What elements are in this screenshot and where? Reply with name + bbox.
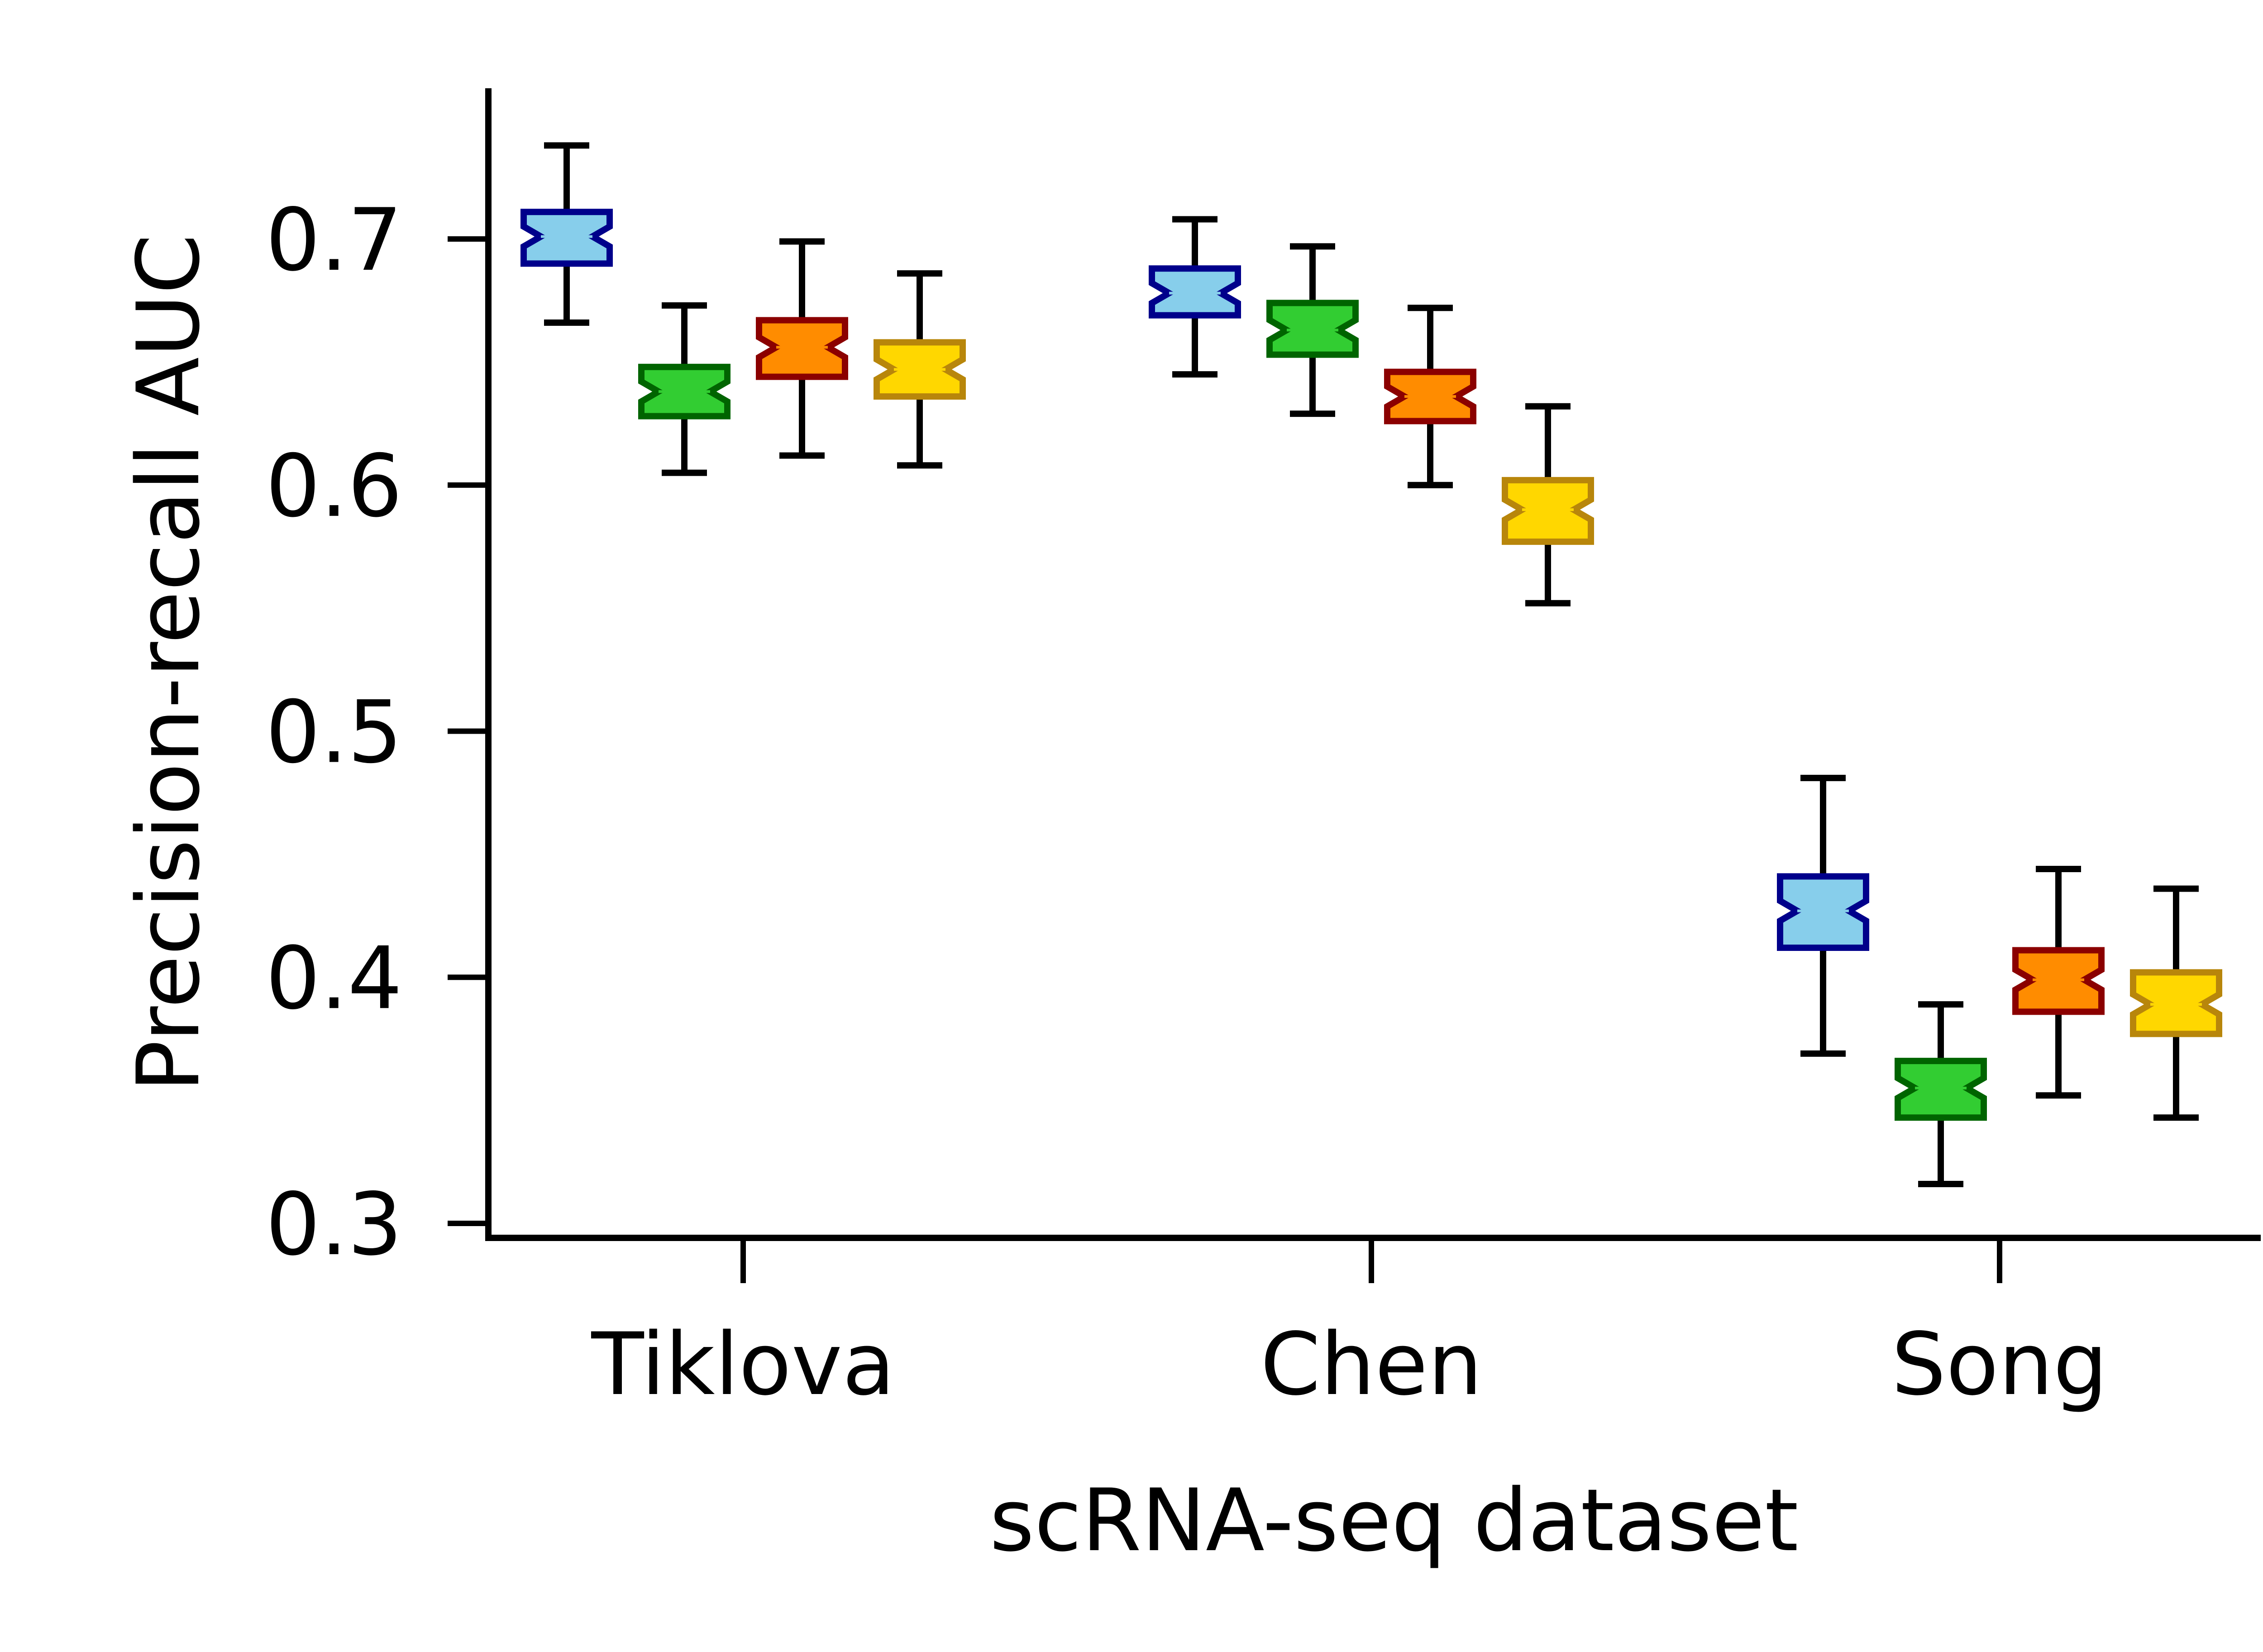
- boxes-layer: [520, 142, 2222, 1187]
- box-tiklova-3: [756, 238, 848, 459]
- box-tiklova-4: [874, 270, 966, 469]
- box-tiklova-2: [638, 302, 730, 476]
- box-song-1: [1777, 774, 1869, 1057]
- box-chen-3: [1384, 305, 1476, 488]
- box-chen-4: [1502, 403, 1594, 606]
- y-ticks: 0.3 0.4 0.5 0.6 0.7: [266, 190, 488, 1275]
- x-tick-label: Chen: [1260, 1314, 1482, 1414]
- x-tick-label: Tiklova: [591, 1314, 895, 1414]
- y-tick-label: 0.4: [266, 928, 402, 1028]
- box-song-4: [2130, 885, 2222, 1121]
- y-axis-label: Precision-recall AUC: [119, 234, 219, 1092]
- y-tick-label: 0.3: [266, 1175, 402, 1275]
- box-song-3: [2012, 866, 2105, 1099]
- box-tiklova-1: [520, 142, 613, 326]
- y-tick-label: 0.7: [266, 190, 402, 290]
- x-ticks: Tiklova Chen Song: [591, 1238, 2108, 1414]
- y-tick-label: 0.6: [266, 436, 402, 536]
- box-chen-1: [1149, 216, 1241, 378]
- x-axis-label: scRNA-seq dataset: [989, 1471, 1798, 1571]
- x-tick-label: Song: [1891, 1314, 2108, 1414]
- y-tick-label: 0.5: [266, 683, 402, 783]
- box-song-2: [1895, 1001, 1987, 1187]
- box-chen-2: [1266, 243, 1359, 417]
